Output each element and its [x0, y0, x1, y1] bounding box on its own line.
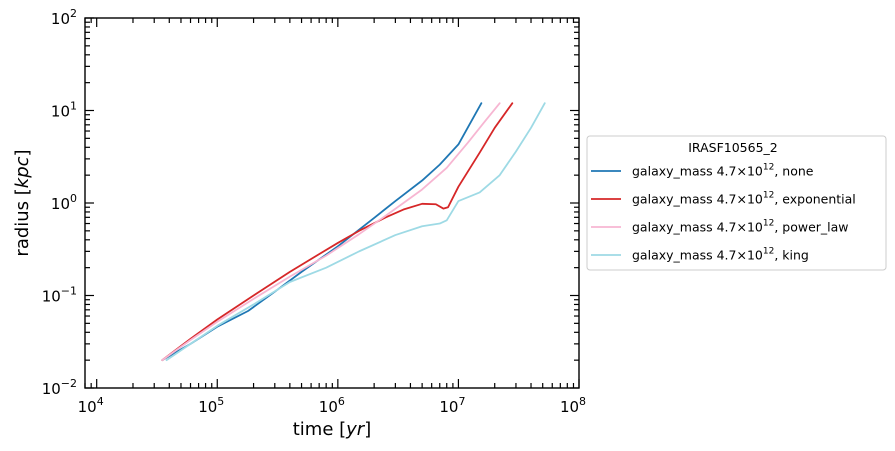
legend-entry-3: galaxy_mass 4.7×1012, king [632, 247, 809, 263]
x-axis-title: time [yr] [293, 419, 372, 440]
legend: IRASF10565_2 galaxy_mass 4.7×1012, noneg… [586, 135, 887, 271]
plot-frame [84, 17, 580, 389]
y-tick-label: 102 [51, 7, 77, 28]
legend-entry-1: galaxy_mass 4.7×1012, exponential [632, 191, 856, 207]
legend-entry-2: galaxy_mass 4.7×1012, power_law [632, 219, 849, 235]
series-line-3 [165, 102, 546, 362]
series-layer [161, 102, 546, 362]
legend-entry-0: galaxy_mass 4.7×1012, none [632, 163, 814, 179]
x-tick-label: 108 [560, 395, 586, 416]
x-tick-label: 105 [198, 395, 224, 416]
x-tick-label: 107 [439, 395, 465, 416]
series-line-0 [161, 102, 483, 362]
legend-title: IRASF10565_2 [688, 140, 778, 155]
y-tick-label: 100 [51, 192, 77, 213]
y-tick-label: 10−1 [42, 285, 77, 306]
y-axis-title: radius [kpc] [12, 149, 33, 256]
series-line-2 [161, 102, 501, 362]
x-tick-label: 104 [78, 395, 104, 416]
x-axis-title-text: time [yr] [293, 419, 372, 440]
x-tick-label: 106 [319, 395, 345, 416]
tick-labels: 104 105 106 107 108 10−2 10−1 100 101 102 [42, 7, 586, 416]
legend-entries: galaxy_mass 4.7×1012, none galaxy_mass 4.… [591, 163, 856, 263]
legend-frame [586, 135, 887, 271]
series-line-1 [161, 102, 514, 362]
y-axis-title-text: radius [kpc] [12, 149, 33, 256]
y-tick-label: 101 [51, 100, 77, 121]
ticks-layer [84, 17, 580, 389]
y-tick-label: 10−2 [42, 377, 77, 398]
